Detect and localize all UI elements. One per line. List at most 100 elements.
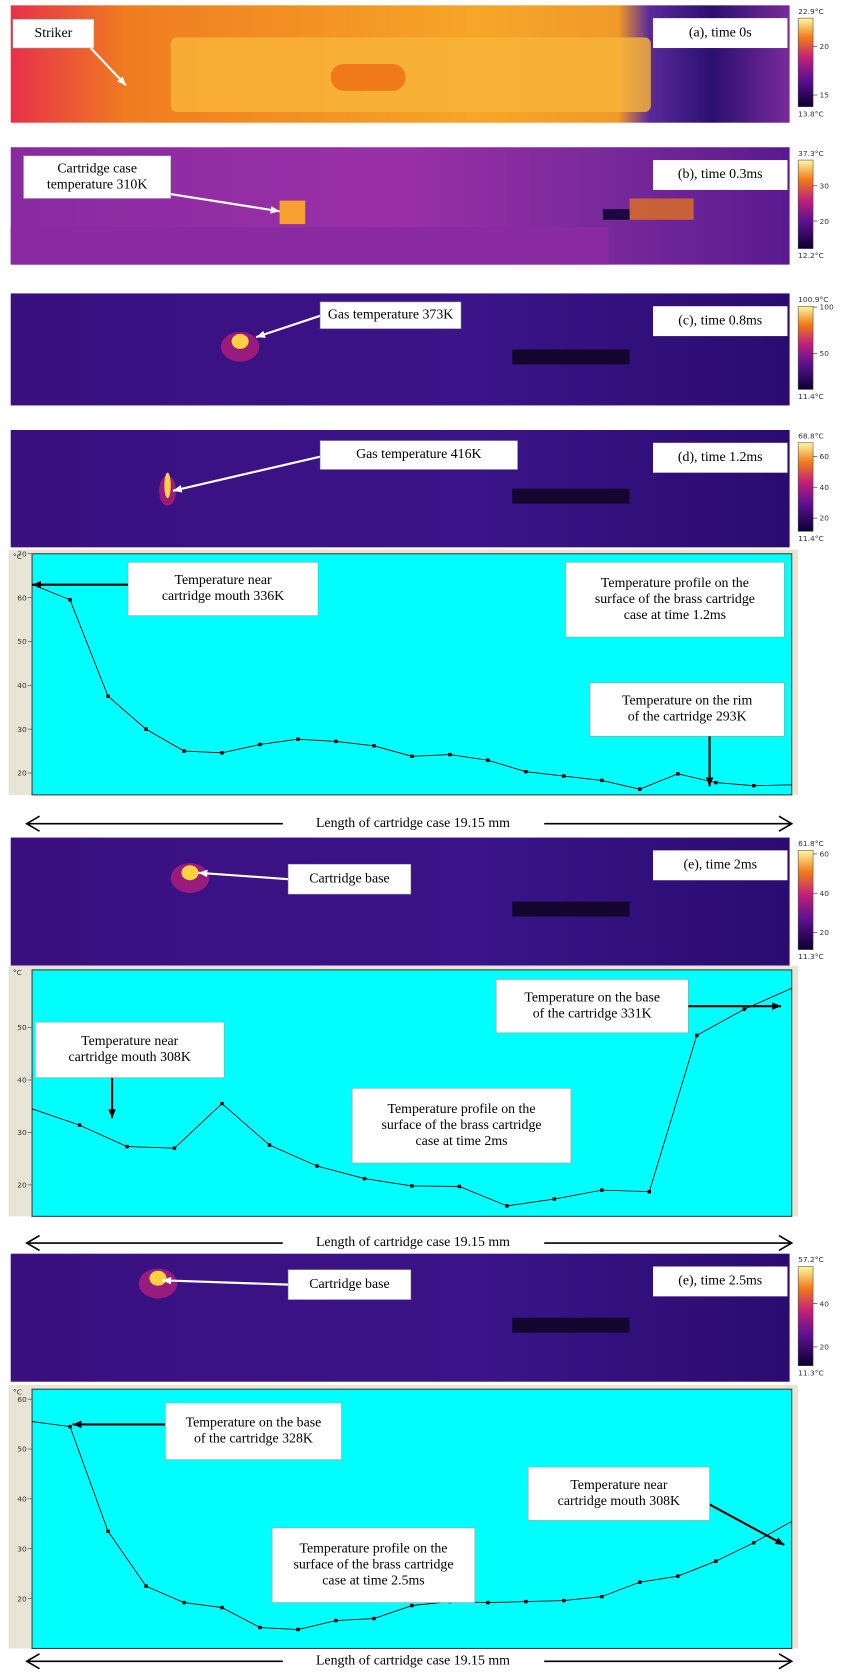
- annotation-text: cartridge mouth 308K: [558, 1494, 680, 1509]
- point-marker: [562, 1599, 565, 1602]
- point-marker: [372, 1617, 375, 1620]
- annotation-text: Temperature on the rim: [622, 694, 752, 709]
- thermal-dark: [603, 209, 630, 220]
- colorbar-max: 22.9°C: [798, 7, 824, 16]
- point-marker: [363, 1177, 366, 1180]
- colorbar-label: 100: [819, 303, 833, 312]
- colorbar: [798, 306, 813, 389]
- y-tick-label: 40: [17, 1495, 27, 1504]
- point-marker: [553, 1197, 556, 1200]
- colorbar-label: 30: [819, 181, 829, 190]
- colorbar-min: 11.4°C: [798, 392, 824, 401]
- point-marker: [743, 1007, 746, 1010]
- colorbar-label: 20: [819, 514, 829, 523]
- length-label: Length of cartridge case 19.15 mm: [316, 1235, 510, 1250]
- point-marker: [410, 1604, 413, 1607]
- annotation-text: Gas temperature 416K: [356, 447, 481, 462]
- y-tick-label: 30: [17, 1544, 27, 1553]
- colorbar-label: 20: [819, 1343, 829, 1352]
- y-tick-label: 20: [17, 769, 27, 778]
- annotation-text: of the cartridge 331K: [533, 1006, 652, 1021]
- figure: (a), time 0sStriker22.9°C201513.8°C(b), …: [0, 0, 843, 1673]
- colorbar: [798, 160, 813, 249]
- thermal-hot: [164, 473, 170, 499]
- point-marker: [714, 781, 717, 784]
- y-tick-label: 20: [17, 1594, 27, 1603]
- point-marker: [600, 1188, 603, 1191]
- point-marker: [695, 1034, 698, 1037]
- annotation-text: Cartridge base: [309, 1277, 389, 1292]
- point-marker: [676, 1574, 679, 1577]
- colorbar: [798, 1266, 813, 1365]
- thermal-region: [11, 227, 609, 264]
- colorbar-min: 11.3°C: [798, 952, 824, 961]
- point-marker: [268, 1143, 271, 1146]
- colorbar: [798, 850, 813, 949]
- annotation-text: Temperature on the base: [524, 990, 660, 1005]
- colorbar: [798, 18, 813, 107]
- point-marker: [258, 1626, 261, 1629]
- point-marker: [296, 738, 299, 741]
- colorbar-label: 40: [819, 889, 829, 898]
- point-marker: [486, 1601, 489, 1604]
- length-label: Length of cartridge case 19.15 mm: [316, 816, 510, 831]
- colorbar-max: 61.8°C: [798, 839, 824, 848]
- thermal-region: [331, 64, 406, 91]
- colorbar-min: 11.3°C: [798, 1368, 824, 1377]
- y-tick-label: 70: [17, 549, 27, 558]
- point-marker: [173, 1146, 176, 1149]
- y-tick-label: 40: [17, 1076, 27, 1085]
- annotation-text: case at time 2.5ms: [322, 1573, 424, 1588]
- point-marker: [220, 751, 223, 754]
- thermal-dark: [512, 902, 629, 917]
- colorbar-label: 20: [819, 42, 829, 51]
- point-marker: [144, 727, 147, 730]
- annotation-text: Temperature near: [81, 1034, 179, 1049]
- annotation-text: of the cartridge 328K: [194, 1432, 313, 1447]
- point-marker: [752, 784, 755, 787]
- point-marker: [410, 1184, 413, 1187]
- colorbar-label: 50: [819, 349, 829, 358]
- annotation-text: cartridge mouth 308K: [68, 1050, 190, 1065]
- annotation-text: temperature 310K: [47, 177, 147, 192]
- thermal-region: [171, 37, 651, 112]
- y-tick-label: 50: [17, 1023, 27, 1032]
- point-marker: [458, 1185, 461, 1188]
- colorbar-max: 68.8°C: [798, 432, 824, 441]
- panel-caption: (c), time 0.8ms: [678, 313, 762, 328]
- point-marker: [258, 743, 261, 746]
- panel-caption: (e), time 2ms: [683, 857, 757, 872]
- point-marker: [144, 1584, 147, 1587]
- annotation-text: Temperature near: [174, 573, 272, 588]
- thermal-hot: [630, 198, 694, 219]
- colorbar-max: 57.2°C: [798, 1255, 824, 1264]
- annotation-text: Striker: [35, 26, 73, 41]
- point-marker: [220, 1606, 223, 1609]
- y-tick-label: 30: [17, 725, 27, 734]
- point-marker: [448, 753, 451, 756]
- page: { "panels": [ {"caption": "(a), time 0s"…: [0, 0, 843, 1673]
- y-tick-label: 50: [17, 637, 27, 646]
- annotation-text: Gas temperature 373K: [328, 307, 453, 322]
- colorbar-max: 37.3°C: [798, 149, 824, 158]
- point-marker: [638, 1580, 641, 1583]
- y-tick-label: 20: [17, 1181, 27, 1190]
- panel-caption: (e), time 2.5ms: [678, 1274, 762, 1289]
- point-marker: [648, 1190, 651, 1193]
- thermal-dark: [512, 1318, 629, 1333]
- panel-caption: (d), time 1.2ms: [678, 450, 763, 465]
- panel-caption: (b), time 0.3ms: [678, 167, 763, 182]
- colorbar-min: 12.2°C: [798, 251, 824, 260]
- y-tick-label: 30: [17, 1128, 27, 1137]
- annotation-text: Temperature profile on the: [601, 576, 749, 591]
- point-marker: [486, 759, 489, 762]
- point-marker: [524, 770, 527, 773]
- annotation-text: of the cartridge 293K: [628, 710, 747, 725]
- thermal-dark: [512, 349, 629, 364]
- annotation-text: Cartridge case: [57, 161, 137, 176]
- annotation-text: case at time 1.2ms: [624, 608, 726, 623]
- annotation-text: Temperature on the base: [186, 1416, 322, 1431]
- point-marker: [524, 1600, 527, 1603]
- point-marker: [505, 1204, 508, 1207]
- colorbar-label: 40: [819, 1299, 829, 1308]
